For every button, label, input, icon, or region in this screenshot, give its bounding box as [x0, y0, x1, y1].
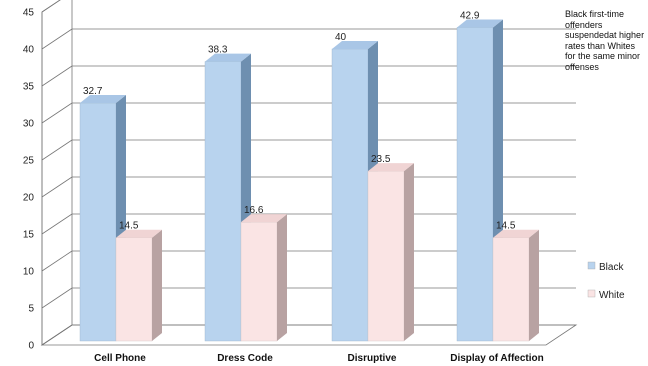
x-axis-categories: Cell Phone Dress Code Disruptive Display of…	[94, 353, 544, 364]
category-label: Display of Affection	[450, 353, 544, 364]
y-axis-ticks: 0 5 10 15 20 25 30 35 40 45	[23, 8, 35, 352]
category-label: Disruptive	[348, 353, 397, 364]
bar-white	[492, 237, 530, 342]
y-tick-label: 25	[23, 156, 35, 167]
category-label: Cell Phone	[94, 353, 146, 364]
gridline-diagonal	[41, 213, 73, 235]
bar-top-white	[493, 229, 539, 238]
legend-swatch-white	[587, 289, 596, 298]
bar-white	[240, 221, 278, 342]
y-tick-label: 10	[23, 267, 35, 278]
gridline-diagonal	[41, 65, 73, 87]
gridline-diagonal	[41, 176, 73, 198]
y-tick-label: 5	[28, 304, 34, 315]
side-wall	[41, 0, 73, 346]
bar-black	[331, 48, 369, 342]
bars	[79, 19, 539, 342]
bar-top-black	[80, 95, 126, 104]
data-label: 16.6	[244, 205, 264, 216]
y-tick-label: 35	[23, 82, 35, 93]
bar-side-white	[529, 229, 539, 341]
data-label: 38.3	[208, 45, 228, 56]
bar-black	[204, 61, 242, 342]
legend: Black White	[587, 261, 625, 301]
legend-swatch-black	[587, 261, 596, 270]
chart-annotation: Black first-time offenders suspendedat h…	[565, 9, 645, 72]
y-tick-label: 30	[23, 119, 35, 130]
gridline-diagonal	[41, 324, 73, 346]
gridline-diagonal	[41, 139, 73, 161]
data-label: 14.5	[119, 221, 139, 232]
gridline-diagonal	[41, 102, 73, 124]
data-label: 23.5	[371, 154, 391, 165]
data-labels: 32.7 14.5 38.3 16.6 40 23.5 42.9 14.5	[83, 11, 516, 232]
gridline-diagonal	[41, 287, 73, 309]
gridline-diagonal	[41, 250, 73, 272]
legend-label-white: White	[599, 290, 625, 301]
category-label: Dress Code	[217, 353, 273, 364]
data-label: 42.9	[460, 11, 480, 22]
bar-white	[115, 237, 153, 342]
bar-top-black	[457, 19, 503, 28]
bar-side-white	[404, 163, 414, 341]
bar-top-white	[116, 229, 162, 238]
y-tick-label: 20	[23, 193, 35, 204]
bar-white	[367, 170, 405, 342]
y-tick-label: 0	[28, 341, 34, 352]
gridline-diagonal	[41, 0, 61, 13]
bar-top-black	[332, 41, 378, 49]
bar-black	[79, 102, 117, 342]
data-label: 32.7	[83, 86, 103, 97]
bar-side-white	[277, 214, 287, 341]
bar-side-white	[152, 229, 162, 341]
data-label: 40	[335, 32, 347, 43]
y-tick-label: 45	[23, 8, 35, 19]
bar-top-white	[241, 214, 287, 223]
legend-label-black: Black	[599, 262, 624, 273]
y-tick-label: 15	[23, 230, 35, 241]
bar-top-white	[368, 163, 414, 172]
bar-top-black	[205, 53, 251, 62]
bar-black	[456, 27, 494, 342]
data-label: 14.5	[496, 221, 516, 232]
y-tick-label: 40	[23, 45, 35, 56]
gridline-diagonal	[41, 28, 73, 50]
